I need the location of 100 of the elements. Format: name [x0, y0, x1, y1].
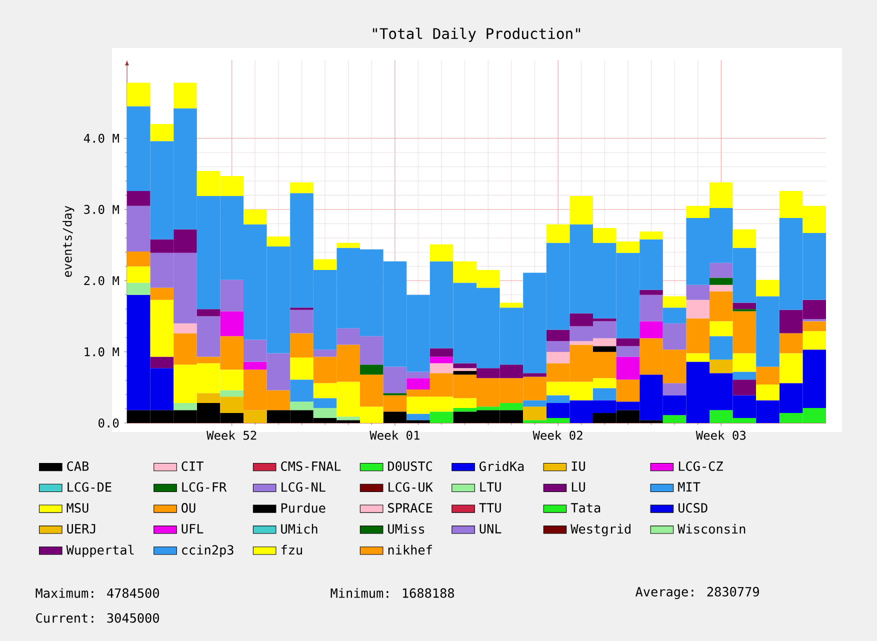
legend-label: LCG-UK [388, 482, 433, 492]
bar [150, 124, 174, 142]
bar [266, 236, 290, 246]
bar [779, 333, 803, 354]
bar [640, 290, 663, 295]
legend-label: LCG-CZ [678, 461, 723, 471]
bar [244, 209, 267, 224]
bar [220, 280, 244, 312]
legend-label: UMiss [388, 524, 424, 534]
legend-label: Purdue [281, 502, 326, 513]
legend-label: UNL [480, 524, 502, 534]
bar [756, 384, 780, 400]
legend-label: Wuppertal [66, 544, 134, 558]
legend-label: Wisconsin [678, 524, 746, 534]
legend-label: D0USTC [388, 461, 432, 471]
bar [732, 372, 756, 380]
bar [570, 196, 593, 224]
bar [174, 82, 197, 108]
bar [756, 366, 780, 385]
bar [150, 356, 174, 368]
bar [616, 338, 640, 346]
bar [430, 356, 454, 364]
bar [662, 323, 686, 350]
x-tick-label: Week 52 [206, 430, 256, 440]
bar [174, 323, 197, 334]
chart-title: "Total Daily Production" [372, 28, 580, 42]
legend-label: GridKa [480, 461, 524, 472]
legend-label: LU [572, 482, 585, 492]
legend-label: Tata [570, 503, 600, 513]
bar [290, 358, 314, 380]
bar [127, 282, 150, 295]
bar [360, 364, 384, 375]
legend-label: MSU [66, 503, 88, 513]
bar [802, 331, 826, 350]
bar [686, 353, 710, 362]
bar [732, 229, 756, 248]
bar [710, 278, 733, 285]
text: Maximum: 4784500 [36, 588, 159, 598]
bar [546, 352, 570, 364]
bar [779, 353, 803, 384]
bar [662, 383, 686, 396]
bar [802, 321, 826, 332]
y-tick-label: 4.0 M [84, 134, 119, 143]
legend-label: IU [572, 461, 585, 471]
legend-label: UMich [281, 524, 318, 534]
legend-label: UERJ [67, 524, 96, 534]
bar [662, 308, 686, 324]
bar [756, 280, 780, 296]
text: Current: 3045000 [36, 613, 159, 623]
legend-label: SPRACE [388, 503, 432, 513]
y-tick-label: 1.0 M [84, 347, 119, 356]
legend-label: TTU [479, 503, 501, 513]
bar [127, 266, 150, 283]
bar [710, 284, 733, 292]
x-tick-label: Week 03 [696, 430, 746, 440]
bar [290, 310, 314, 334]
bar [336, 242, 360, 248]
bar [710, 336, 733, 360]
legend-label: fzu [281, 544, 302, 555]
bar [453, 363, 477, 368]
bar [523, 406, 546, 420]
bar [500, 302, 524, 308]
legend-label: ccin2p3 [182, 544, 234, 558]
bar [640, 294, 663, 322]
legend-label: LCG-FR [182, 482, 227, 492]
bar [430, 244, 454, 262]
bar [174, 403, 197, 410]
y-tick-label: 2.0 M [84, 276, 119, 286]
bar [406, 414, 430, 420]
bar [430, 412, 454, 423]
bar [453, 371, 477, 375]
bar [662, 296, 686, 308]
bar [127, 251, 150, 266]
legend-label: CMS-FNAL [281, 461, 341, 471]
legend-label: LCG-DE [68, 482, 112, 492]
bar [710, 321, 733, 336]
bar [127, 190, 150, 206]
bar [430, 348, 454, 357]
bar [196, 309, 220, 316]
bar [710, 262, 733, 278]
bar [220, 311, 244, 336]
bar [640, 232, 663, 240]
bar [616, 380, 640, 402]
bar [662, 415, 686, 423]
bar [640, 321, 663, 338]
bar [732, 353, 756, 372]
text: Average: 2830779 [636, 586, 759, 600]
legend-label: CAB [67, 461, 89, 471]
y-axis-title: events/day [62, 206, 74, 277]
bar [616, 356, 640, 380]
y-tick-label: 3.0 M [84, 204, 119, 214]
bar [313, 259, 337, 270]
legend-label: UFL [182, 524, 204, 534]
legend-label: nikhef [388, 544, 432, 555]
legend-label: LTU [480, 482, 501, 492]
y-tick-label: 0.0 [98, 418, 119, 428]
bar [150, 300, 174, 357]
bar [150, 288, 174, 300]
bar [406, 378, 430, 390]
bar [546, 330, 570, 342]
